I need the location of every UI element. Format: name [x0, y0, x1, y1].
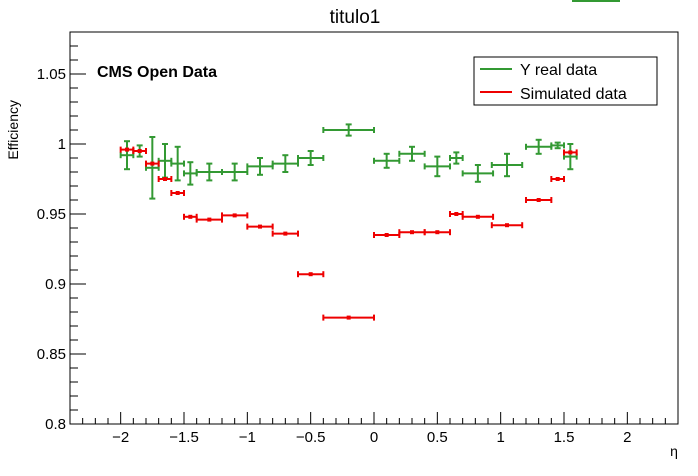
x-tick-label: −2	[112, 429, 129, 446]
data-point	[297, 271, 325, 278]
legend-label-real-data: Υ real data	[520, 62, 597, 79]
data-point	[490, 152, 524, 178]
series-layer	[119, 123, 578, 321]
data-point	[183, 213, 198, 220]
data-point	[221, 212, 249, 219]
data-point	[550, 141, 565, 150]
data-point	[449, 151, 464, 165]
y-tick-label: 0.9	[45, 276, 66, 293]
point-marker	[536, 198, 541, 202]
y-tick-labels: 0.8 0.85 0.9 0.95 1 1.05	[37, 66, 66, 433]
data-point	[563, 149, 578, 156]
x-tick-label: −1.5	[169, 429, 199, 446]
point-marker	[232, 213, 237, 218]
x-tick-label: 2	[623, 429, 631, 446]
point-marker	[410, 230, 414, 235]
data-point	[170, 145, 185, 182]
data-point	[373, 232, 401, 238]
axis-ticks	[69, 31, 679, 425]
data-point	[398, 145, 426, 162]
data-point	[157, 143, 173, 179]
data-point	[157, 176, 173, 182]
point-marker	[137, 149, 142, 153]
data-point	[183, 161, 198, 186]
data-point	[170, 190, 185, 196]
point-marker	[207, 217, 212, 222]
point-marker	[505, 223, 509, 228]
y-tick-label: 1	[58, 136, 66, 153]
legend-label-simulated-data: Simulated data	[520, 86, 627, 103]
point-marker	[175, 191, 180, 195]
point-marker	[435, 230, 440, 235]
data-point	[373, 152, 401, 169]
data-point	[195, 216, 223, 223]
point-marker	[283, 231, 288, 236]
x-tick-label: 0.5	[427, 429, 448, 446]
y-tick-label: 1.05	[37, 66, 66, 83]
data-point	[271, 154, 299, 173]
point-marker	[346, 315, 351, 320]
data-point	[461, 164, 495, 183]
point-marker	[454, 212, 459, 216]
data-point	[550, 176, 565, 182]
x-tick-labels: −2 −1.5 −1 −0.5 0 0.5 1 1.5 2	[112, 429, 631, 446]
x-tick-label: 1.5	[554, 429, 575, 446]
data-point	[221, 162, 249, 182]
point-marker	[475, 214, 480, 219]
data-point	[132, 148, 147, 154]
data-point	[195, 162, 223, 182]
data-point	[423, 155, 451, 178]
data-point	[119, 140, 135, 171]
cms-open-data-label: CMS Open Data	[97, 64, 217, 81]
data-point	[322, 123, 375, 137]
point-marker	[150, 161, 155, 166]
data-point	[246, 223, 274, 230]
point-marker	[308, 272, 313, 277]
series-real-data	[119, 123, 578, 200]
x-axis-title: η	[670, 443, 678, 459]
y-tick-label: 0.95	[37, 206, 66, 223]
y-axis-title: Efficiency	[5, 100, 21, 160]
point-marker	[163, 177, 167, 181]
data-point	[525, 138, 553, 155]
point-marker	[125, 147, 129, 152]
data-point	[322, 314, 375, 321]
data-point	[145, 160, 160, 167]
x-tick-label: 1	[496, 429, 504, 446]
point-marker	[384, 233, 389, 237]
x-tick-label: 0	[370, 429, 378, 446]
data-point	[461, 213, 495, 220]
data-point	[246, 157, 274, 176]
y-tick-label: 0.85	[37, 346, 66, 363]
chart-title: titulo1	[330, 7, 381, 28]
point-marker	[555, 177, 560, 181]
x-tick-label: −1	[239, 429, 256, 446]
legend: Υ real data Simulated data	[473, 56, 658, 106]
x-tick-label: −0.5	[296, 429, 326, 446]
series-simulated-data	[119, 146, 578, 321]
data-point	[525, 197, 553, 203]
data-point	[490, 222, 524, 229]
data-point	[423, 229, 451, 236]
data-point	[563, 143, 578, 171]
data-point	[297, 150, 325, 166]
point-marker	[568, 150, 573, 155]
point-marker	[188, 214, 193, 219]
data-point	[449, 211, 464, 217]
data-point	[145, 136, 160, 200]
point-marker	[258, 224, 262, 229]
data-point	[398, 229, 426, 236]
legend-box	[473, 56, 658, 106]
y-tick-label: 0.8	[45, 416, 66, 433]
data-point	[271, 230, 299, 237]
